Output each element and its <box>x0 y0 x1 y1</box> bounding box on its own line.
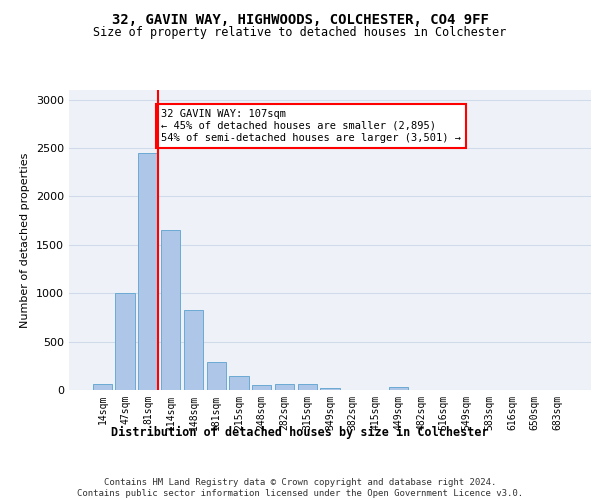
Bar <box>298 384 317 390</box>
Text: Contains HM Land Registry data © Crown copyright and database right 2024.
Contai: Contains HM Land Registry data © Crown c… <box>77 478 523 498</box>
Bar <box>138 153 158 390</box>
Bar <box>252 384 271 390</box>
Text: 32, GAVIN WAY, HIGHWOODS, COLCHESTER, CO4 9FF: 32, GAVIN WAY, HIGHWOODS, COLCHESTER, CO… <box>112 12 488 26</box>
Bar <box>229 376 248 390</box>
Text: 32 GAVIN WAY: 107sqm
← 45% of detached houses are smaller (2,895)
54% of semi-de: 32 GAVIN WAY: 107sqm ← 45% of detached h… <box>161 110 461 142</box>
Bar <box>389 386 408 390</box>
Bar <box>206 362 226 390</box>
Bar <box>184 310 203 390</box>
Bar <box>320 388 340 390</box>
Y-axis label: Number of detached properties: Number of detached properties <box>20 152 31 328</box>
Text: Size of property relative to detached houses in Colchester: Size of property relative to detached ho… <box>94 26 506 39</box>
Text: Distribution of detached houses by size in Colchester: Distribution of detached houses by size … <box>111 426 489 439</box>
Bar <box>115 293 135 390</box>
Bar <box>93 384 112 390</box>
Bar <box>161 230 181 390</box>
Bar <box>275 384 294 390</box>
